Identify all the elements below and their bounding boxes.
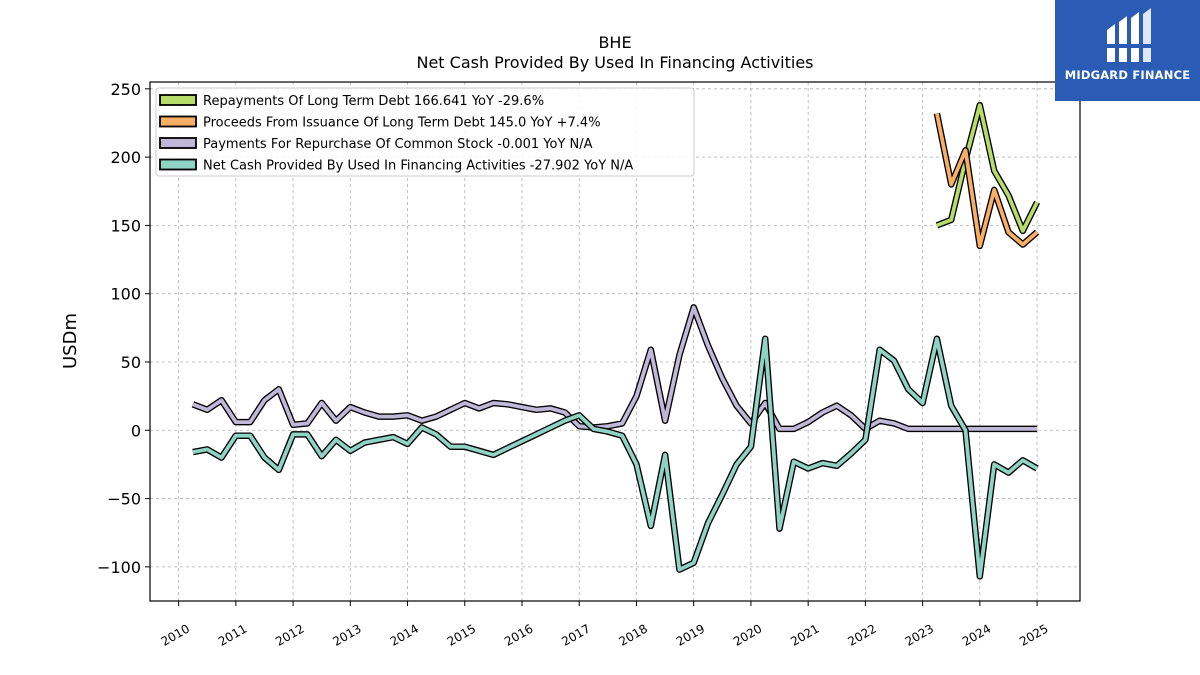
legend-box bbox=[155, 87, 695, 177]
legend: Repayments Of Long Term Debt 166.641 YoY… bbox=[155, 87, 695, 177]
x-tick-label: 2016 bbox=[502, 621, 535, 648]
x-tick-label: 2018 bbox=[617, 621, 650, 648]
brand-logo-text: MIDGARD FINANCE bbox=[1064, 68, 1191, 82]
x-tick-label: 2025 bbox=[1017, 621, 1050, 648]
series-line-2 bbox=[935, 113, 1039, 248]
x-axis: 2010 2011 2012 2013 2014 2015 2016 2017 2018 2019… bbox=[159, 601, 1051, 649]
series-line-1 bbox=[936, 103, 1039, 233]
brand-logo: MIDGARD FINANCE bbox=[1055, 0, 1200, 101]
y-tick-label: 150 bbox=[110, 216, 141, 235]
legend-swatch-2 bbox=[159, 115, 197, 128]
chart-subtitle: Net Cash Provided By Used In Financing A… bbox=[416, 53, 813, 72]
series-line-3 bbox=[192, 305, 1038, 431]
x-tick-label: 2020 bbox=[731, 621, 764, 648]
midgard-logo-icon bbox=[1107, 8, 1151, 62]
legend-swatch-4 bbox=[159, 158, 197, 171]
x-tick-label: 2011 bbox=[216, 621, 249, 648]
y-tick-label: 50 bbox=[121, 353, 141, 372]
series-lines bbox=[191, 101, 1041, 580]
legend-swatch-3 bbox=[159, 137, 197, 149]
legend-label-1: Repayments Of Long Term Debt 166.641 YoY… bbox=[203, 94, 544, 109]
series-outline-3 bbox=[191, 304, 1038, 433]
x-tick-label: 2019 bbox=[674, 621, 707, 648]
x-tick-label: 2024 bbox=[960, 621, 993, 648]
y-tick-label: −100 bbox=[97, 558, 141, 577]
x-tick-label: 2014 bbox=[388, 621, 421, 648]
x-tick-label: 2012 bbox=[273, 621, 306, 648]
legend-swatch-1 bbox=[159, 94, 197, 106]
chart-title: BHE bbox=[598, 33, 631, 52]
x-tick-label: 2021 bbox=[788, 621, 821, 648]
x-tick-label: 2013 bbox=[330, 621, 363, 648]
x-tick-label: 2023 bbox=[903, 621, 936, 648]
y-axis: −100 −50 0 50 100 150 200 250 bbox=[97, 80, 150, 577]
y-tick-label: −50 bbox=[107, 490, 141, 509]
y-tick-label: 100 bbox=[110, 285, 141, 304]
y-axis-label: USDm bbox=[60, 313, 81, 369]
y-tick-label: 200 bbox=[110, 148, 141, 167]
legend-label-3: Payments For Repurchase Of Common Stock … bbox=[203, 137, 593, 152]
y-tick-label: 250 bbox=[110, 80, 141, 99]
series-line-4 bbox=[192, 336, 1039, 579]
legend-label-2: Proceeds From Issuance Of Long Term Debt… bbox=[203, 116, 601, 131]
x-tick-label: 2015 bbox=[445, 621, 478, 648]
x-tick-label: 2017 bbox=[559, 621, 592, 648]
x-tick-label: 2022 bbox=[845, 621, 878, 648]
plot-frame bbox=[149, 81, 1081, 602]
legend-label-4: Net Cash Provided By Used In Financing A… bbox=[203, 159, 633, 174]
series-outline-4 bbox=[192, 335, 1039, 580]
y-tick-label: 0 bbox=[131, 421, 141, 440]
x-tick-label: 2010 bbox=[159, 621, 192, 648]
